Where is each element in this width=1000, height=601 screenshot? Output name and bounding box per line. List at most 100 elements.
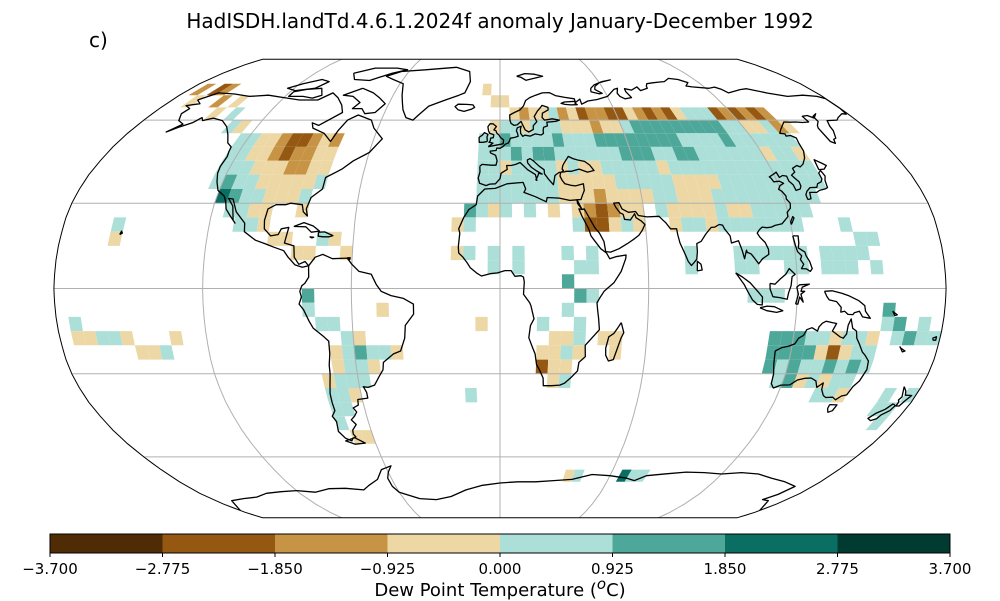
anomaly-cell: [333, 373, 349, 388]
anomaly-cell: [785, 359, 802, 374]
anomaly-cell: [541, 133, 554, 147]
anomaly-cell: [618, 120, 635, 134]
anomaly-cell: [813, 345, 829, 360]
anomaly-cell: [548, 331, 562, 346]
graticule: [53, 59, 947, 518]
coastline: [165, 92, 383, 268]
anomaly-cell: [837, 217, 853, 232]
anomaly-cell: [688, 107, 708, 121]
anomaly-cell: [671, 174, 687, 189]
anomaly-cell: [366, 345, 380, 360]
anomaly-cell: [801, 345, 817, 360]
coastline: [347, 257, 351, 261]
anomaly-cell: [321, 373, 337, 388]
anomaly-cell: [733, 160, 752, 175]
anomaly-cell: [699, 160, 717, 175]
anomaly-cell: [367, 359, 381, 374]
anomaly-cell: [783, 260, 797, 275]
anomaly-cell: [767, 120, 790, 134]
graticule-meridian: [350, 59, 422, 518]
anomaly-cell: [789, 345, 805, 360]
anomaly-cell: [726, 203, 742, 218]
anomaly-cell: [553, 146, 567, 161]
anomaly-cell: [705, 217, 720, 232]
anomaly-cell: [725, 107, 748, 121]
anomaly-cell: [188, 83, 217, 96]
anomaly-cell: [520, 133, 533, 147]
anomaly-cell: [568, 174, 582, 189]
anomaly-cell: [634, 133, 651, 147]
anomaly-cell: [815, 373, 834, 388]
anomaly-cell: [322, 146, 339, 161]
anomaly-cell: [475, 316, 488, 332]
anomaly-cell: [297, 189, 314, 204]
anomaly-cell: [808, 174, 828, 189]
anomaly-cell: [777, 217, 793, 232]
anomaly-cell: [880, 316, 895, 332]
coastline: [288, 87, 323, 99]
anomaly-cell: [678, 203, 693, 218]
anomaly-cell: [529, 120, 542, 134]
anomaly-cell: [838, 373, 857, 388]
anomaly-cell: [605, 189, 619, 204]
coastline: [794, 283, 811, 305]
anomaly-cell: [745, 245, 759, 261]
anomaly-cell: [545, 174, 559, 189]
anomaly-cell: [698, 189, 715, 204]
coastline: [826, 403, 838, 413]
colorbar-swatch: [837, 534, 951, 553]
anomaly-cell: [536, 345, 549, 360]
anomaly-cell: [233, 146, 253, 161]
anomaly-cell: [336, 388, 352, 403]
colorbar-swatch: [50, 534, 163, 553]
anomaly-cell: [785, 203, 802, 218]
anomaly-cell: [532, 146, 545, 161]
anomaly-cell: [591, 174, 606, 189]
anomaly-cell: [717, 174, 734, 189]
graticule-meridian: [578, 59, 650, 518]
map-title: HadISDH.landTd.4.6.1.2024f anomaly Janua…: [186, 9, 814, 33]
anomaly-cell: [876, 388, 898, 403]
coastline: [696, 260, 703, 272]
anomaly-cell: [234, 203, 251, 218]
anomaly-cell: [702, 203, 717, 218]
anomaly-cell: [716, 107, 738, 121]
anomaly-cell: [107, 331, 123, 346]
anomaly-cell: [510, 133, 522, 147]
coastline: [759, 305, 784, 314]
coastline: [516, 72, 544, 81]
anomaly-cell: [237, 160, 256, 175]
coastline: [317, 231, 334, 238]
anomaly-cell: [500, 203, 513, 218]
coastline: [231, 465, 796, 512]
anomaly-cell: [561, 245, 574, 261]
anomaly-cell: [840, 331, 856, 346]
anomaly-cell: [572, 345, 586, 360]
anomaly-cell: [285, 189, 302, 204]
anomaly-cell: [625, 174, 641, 189]
anomaly-cell: [571, 203, 585, 218]
anomaly-cell: [573, 331, 586, 346]
anomaly-cell: [490, 95, 500, 108]
anomaly-cell: [327, 133, 345, 147]
anomaly-cell: [95, 331, 111, 346]
anomaly-cell: [608, 345, 622, 360]
coastline: [345, 437, 366, 445]
anomaly-cell: [463, 245, 476, 261]
anomaly-cell: [696, 133, 716, 147]
coastline: [769, 267, 796, 300]
anomaly-cell: [744, 107, 768, 121]
anomaly-cell: [489, 120, 500, 134]
anomaly-cell: [301, 288, 315, 303]
colorbar-title: Dew Point Temperature (oC): [0, 575, 1000, 601]
anomaly-cell: [521, 146, 534, 161]
colorbar-swatch: [500, 534, 613, 553]
coastline: [735, 272, 764, 306]
anomaly-cell: [302, 245, 316, 261]
anomaly-cell: [714, 203, 730, 218]
anomaly-cell: [283, 160, 301, 175]
anomaly-cell: [821, 359, 838, 374]
anomaly-cell: [278, 174, 295, 189]
anomaly-cell: [324, 388, 341, 403]
